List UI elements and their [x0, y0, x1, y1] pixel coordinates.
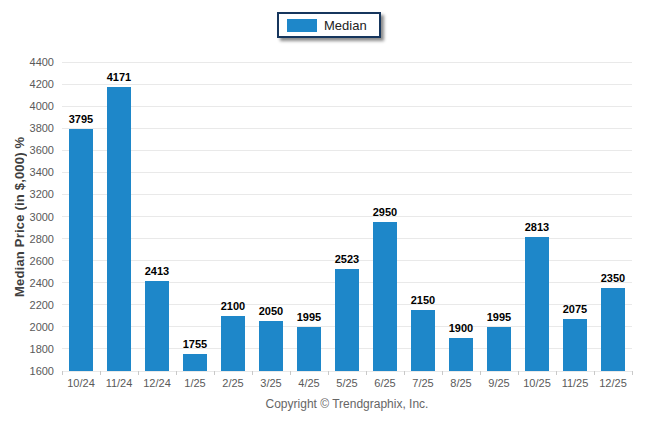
- gridline: [62, 106, 632, 107]
- bar-12-24: [145, 281, 169, 371]
- x-axis-tick-mark: [214, 371, 215, 375]
- y-tick-label: 1600: [4, 364, 54, 378]
- bar-10-25: [525, 237, 549, 371]
- bar-5-25: [335, 269, 359, 371]
- x-tick-label: 12/24: [138, 377, 176, 389]
- bar-value-label: 1995: [477, 310, 521, 324]
- x-tick-label: 2/25: [214, 377, 252, 389]
- legend-box: Median: [277, 12, 381, 38]
- gridline: [62, 172, 632, 173]
- gridline: [62, 128, 632, 129]
- gridline: [62, 62, 632, 63]
- bar-10-24: [69, 129, 93, 371]
- x-axis-tick-mark: [290, 371, 291, 375]
- bar-value-label: 1755: [173, 337, 217, 351]
- x-axis-tick-mark: [518, 371, 519, 375]
- bar-value-label: 2950: [363, 205, 407, 219]
- x-axis-tick-mark: [138, 371, 139, 375]
- y-tick-label: 3600: [4, 143, 54, 157]
- x-axis-tick-mark: [252, 371, 253, 375]
- x-axis-tick-mark: [442, 371, 443, 375]
- x-tick-label: 10/24: [62, 377, 100, 389]
- plot-area: 1600180020002200240026002800300032003400…: [62, 62, 632, 371]
- bar-6-25: [373, 222, 397, 371]
- y-tick-label: 3200: [4, 187, 54, 201]
- y-tick-label: 1800: [4, 342, 54, 356]
- y-tick-label: 4000: [4, 99, 54, 113]
- bar-2-25: [221, 316, 245, 371]
- x-axis-tick-mark: [366, 371, 367, 375]
- gridline: [62, 194, 632, 195]
- x-axis-tick-mark: [480, 371, 481, 375]
- x-tick-label: 11/24: [100, 377, 138, 389]
- y-tick-label: 2000: [4, 320, 54, 334]
- y-tick-label: 4400: [4, 55, 54, 69]
- y-tick-label: 2200: [4, 298, 54, 312]
- x-tick-label: 10/25: [518, 377, 556, 389]
- bar-value-label: 4171: [97, 70, 141, 84]
- x-axis-tick-mark: [62, 371, 63, 375]
- y-tick-label: 2400: [4, 276, 54, 290]
- bar-value-label: 1995: [287, 310, 331, 324]
- x-tick-label: 7/25: [404, 377, 442, 389]
- x-tick-label: 8/25: [442, 377, 480, 389]
- bar-value-label: 2150: [401, 293, 445, 307]
- y-tick-label: 2600: [4, 254, 54, 268]
- legend-label: Median: [324, 19, 367, 32]
- copyright-text: Copyright © Trendgraphix, Inc.: [62, 397, 632, 411]
- x-axis-tick-mark: [404, 371, 405, 375]
- bar-value-label: 2075: [553, 302, 597, 316]
- y-tick-label: 3000: [4, 210, 54, 224]
- x-axis-tick-mark: [556, 371, 557, 375]
- bar-3-25: [259, 321, 283, 371]
- y-tick-label: 2800: [4, 232, 54, 246]
- bar-11-25: [563, 319, 587, 371]
- bar-4-25: [297, 327, 321, 371]
- bar-value-label: 2350: [591, 271, 635, 285]
- x-axis-tick-mark: [328, 371, 329, 375]
- x-tick-label: 6/25: [366, 377, 404, 389]
- bar-value-label: 2813: [515, 220, 559, 234]
- x-tick-label: 1/25: [176, 377, 214, 389]
- bar-9-25: [487, 327, 511, 371]
- median-price-bar-chart: Median Median Price (in $,000) % 1600180…: [0, 0, 646, 434]
- bar-11-24: [107, 87, 131, 371]
- y-tick-label: 3800: [4, 121, 54, 135]
- x-tick-label: 3/25: [252, 377, 290, 389]
- x-axis-tick-mark: [176, 371, 177, 375]
- bar-value-label: 3795: [59, 112, 103, 126]
- bar-1-25: [183, 354, 207, 371]
- bar-7-25: [411, 310, 435, 371]
- x-tick-label: 4/25: [290, 377, 328, 389]
- x-tick-label: 5/25: [328, 377, 366, 389]
- median-series-swatch: [287, 19, 317, 32]
- gridline: [62, 150, 632, 151]
- y-tick-label: 3400: [4, 165, 54, 179]
- x-tick-label: 9/25: [480, 377, 518, 389]
- gridline: [62, 216, 632, 217]
- bar-value-label: 2413: [135, 264, 179, 278]
- bar-8-25: [449, 338, 473, 371]
- bar-value-label: 2523: [325, 252, 369, 266]
- bar-12-25: [601, 288, 625, 371]
- x-axis-tick-mark: [594, 371, 595, 375]
- y-tick-label: 4200: [4, 77, 54, 91]
- x-tick-label: 12/25: [594, 377, 632, 389]
- gridline: [62, 84, 632, 85]
- x-tick-label: 11/25: [556, 377, 594, 389]
- x-axis-tick-mark: [100, 371, 101, 375]
- x-axis-tick-mark: [632, 371, 633, 375]
